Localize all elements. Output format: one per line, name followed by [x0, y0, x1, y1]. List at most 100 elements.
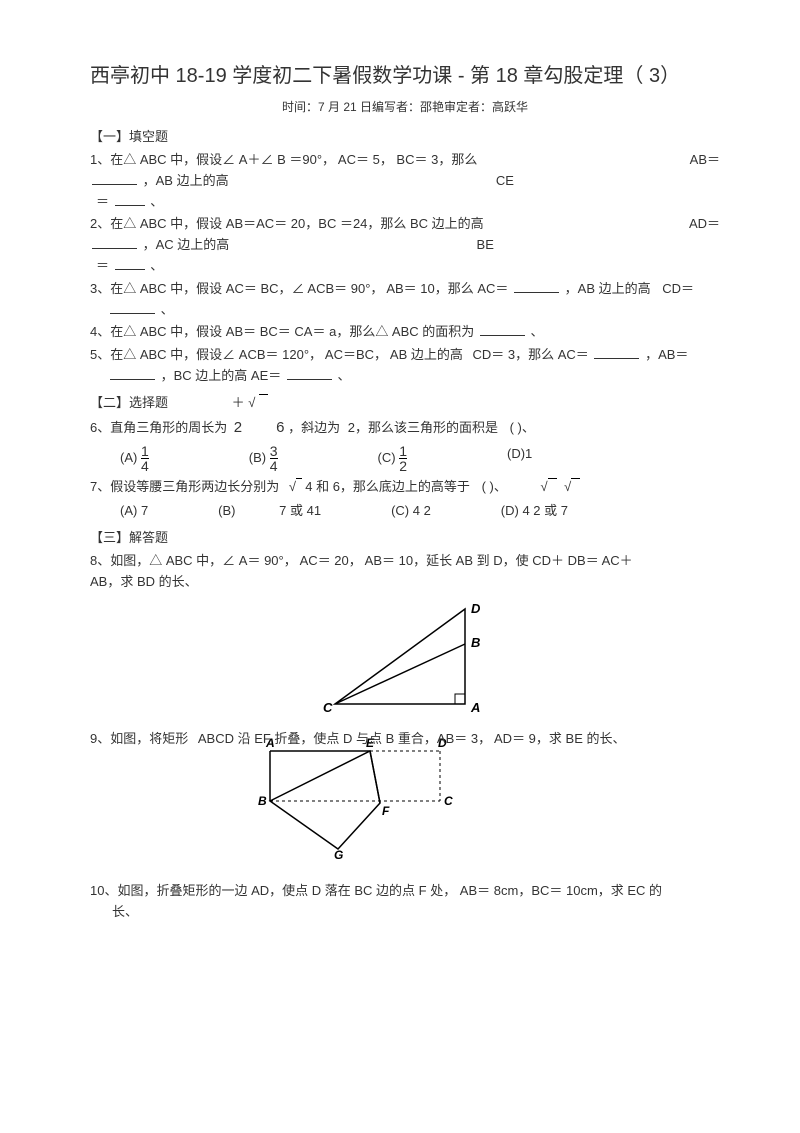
- q5-text-c: ，AB＝: [645, 347, 688, 362]
- q6-opt-b: (B) 34: [249, 444, 278, 473]
- frac-num: 3: [270, 444, 278, 458]
- q6-num-b2: 6: [276, 419, 284, 436]
- blank: [480, 324, 525, 337]
- frac-den: 2: [399, 458, 407, 473]
- q6-opt-d: (D)1: [507, 444, 532, 473]
- q6-text-e: ( )、: [510, 420, 535, 435]
- fig9-label-b: B: [258, 794, 267, 808]
- q1-text-c: ，AB 边上的高: [143, 173, 229, 188]
- q7-opt-a: (A) 7: [120, 501, 148, 522]
- q6-num-b1: 2: [231, 416, 245, 440]
- q1-text-d: CE: [496, 173, 514, 188]
- q7-options: (A) 7 (B) 7 或 41 (C) 4 2 (D) 4 2 或 7: [120, 501, 720, 522]
- opt-label: (B): [218, 503, 235, 518]
- page-title: 西亭初中 18-19 学度初二下暑假数学功课 - 第 18 章勾股定理（ 3）: [90, 60, 720, 92]
- figure-9-fold: A E D B F C G: [240, 731, 470, 861]
- q1-text-b: AB＝: [690, 150, 720, 171]
- frac-num: 1: [141, 444, 149, 458]
- q7-text-b: 4 和 6，那么底边上的高等于: [305, 479, 470, 494]
- blank: [92, 172, 137, 185]
- q9-text-b: ABCD 沿 EF 折叠，使点 D 与点 B 重合，AB＝ 3， AD＝ 9，求…: [198, 731, 626, 746]
- q9-text-a: 9、如图，将矩形: [90, 731, 188, 746]
- q2-text-b: AD＝: [689, 214, 720, 235]
- frac-den: 4: [141, 458, 149, 473]
- q6-text-d: 2，那么该三角形的面积是: [348, 420, 498, 435]
- question-8: 8、如图，△ ABC 中，∠ A＝ 90°， AC＝ 20， AB＝ 10，延长…: [90, 551, 720, 593]
- q6-options: (A) 14 (B) 34 (C) 12 (D)1: [120, 444, 720, 473]
- blank: [115, 257, 145, 270]
- fig8-label-d: D: [471, 601, 481, 616]
- fig8-label-c: C: [323, 700, 333, 715]
- q2-text-e: ＝: [96, 258, 109, 273]
- q5-text-e: 、: [338, 368, 351, 383]
- q6-opt-a: (A) 14: [120, 444, 149, 473]
- q3-text-c: CD＝: [662, 281, 694, 296]
- q2-text-f: 、: [150, 258, 163, 273]
- blank: [110, 301, 155, 314]
- fraction: 14: [141, 444, 149, 473]
- q7-text-a: 7、假设等腰三角形两边长分别为: [90, 479, 279, 494]
- q5-text-a: 5、在△ ABC 中，假设∠ ACB＝ 120°， AC＝BC， AB 边上的高: [90, 347, 463, 362]
- opt-label: (A): [120, 449, 137, 464]
- q2-text-a: 2、在△ ABC 中，假设 AB＝AC＝ 20，BC ＝24，那么 BC 边上的…: [90, 216, 484, 231]
- figure-8-triangle: D B A C: [305, 599, 505, 719]
- q6-text-a: 6、直角三角形的周长为: [90, 420, 227, 435]
- sqrt-overline: [296, 478, 302, 494]
- question-9: 9、如图，将矩形 ABCD 沿 EF 折叠，使点 D 与点 B 重合，AB＝ 3…: [90, 729, 720, 750]
- page-subtitle: 时间：7 月 21 日编写者：邵艳审定者：高跃华: [90, 98, 720, 117]
- q8-text-a: 8、如图，△ ABC 中，∠ A＝ 90°， AC＝ 20， AB＝ 10，延长…: [90, 553, 633, 568]
- question-7: 7、假设等腰三角形两边长分别为 √ 4 和 6，那么底边上的高等于 ( )、 √…: [90, 477, 720, 498]
- blank: [514, 280, 559, 293]
- question-1: 1、在△ ABC 中，假设∠ A＋∠ B ＝90°， AC＝ 5， BC＝ 3，…: [90, 150, 720, 212]
- q1-text-f: 、: [150, 194, 163, 209]
- q10-text-b: 长、: [112, 904, 138, 919]
- section-2-heading: 【二】选择题 ＋ √: [90, 393, 720, 414]
- sqrt-overline: [259, 394, 268, 410]
- section-1-heading: 【一】填空题: [90, 127, 720, 148]
- q7-opt-c: (C) 4 2: [391, 501, 431, 522]
- q3-text-a: 3、在△ ABC 中，假设 AC＝ BC，∠ ACB＝ 90°， AB＝ 10，…: [90, 281, 508, 296]
- blank: [115, 193, 145, 206]
- q3-text-b: ，AB 边上的高: [565, 281, 651, 296]
- fraction: 34: [270, 444, 278, 473]
- inline-symbol: ＋ √: [232, 395, 256, 410]
- opt-value: 7 或 41: [279, 503, 321, 518]
- section-2-label: 【二】选择题: [90, 395, 168, 410]
- question-6: 6、直角三角形的周长为 2 6 ，斜边为 2，那么该三角形的面积是 ( )、: [90, 416, 720, 440]
- q5-text-d: ，BC 边上的高 AE＝: [161, 368, 282, 383]
- opt-value: 1: [525, 446, 532, 461]
- q7-opt-b: (B) 7 或 41: [218, 501, 321, 522]
- q7-opt-d: (D) 4 2 或 7: [501, 501, 568, 522]
- opt-label: (C): [378, 449, 396, 464]
- q2-text-d: BE: [477, 237, 494, 252]
- q4-text-a: 4、在△ ABC 中，假设 AB＝ BC＝ CA＝ a，那么△ ABC 的面积为: [90, 324, 474, 339]
- q6-text-c: ，斜边为: [288, 420, 340, 435]
- question-2: 2、在△ ABC 中，假设 AB＝AC＝ 20，BC ＝24，那么 BC 边上的…: [90, 214, 720, 276]
- q3-text-d: 、: [161, 302, 174, 317]
- blank: [92, 236, 137, 249]
- question-3: 3、在△ ABC 中，假设 AC＝ BC，∠ ACB＝ 90°， AB＝ 10，…: [90, 279, 720, 321]
- q2-text-c: ，AC 边上的高: [143, 237, 230, 252]
- q8-text-b: AB，求 BD 的长、: [90, 574, 198, 589]
- question-5: 5、在△ ABC 中，假设∠ ACB＝ 120°， AC＝BC， AB 边上的高…: [90, 345, 720, 387]
- opt-label: (B): [249, 449, 266, 464]
- blank: [594, 346, 639, 359]
- fig8-label-b: B: [471, 635, 480, 650]
- frac-num: 1: [399, 444, 407, 458]
- q5-text-b: CD＝ 3，那么 AC＝: [473, 347, 589, 362]
- blank: [287, 367, 332, 380]
- frac-den: 4: [270, 458, 278, 473]
- section-3-heading: 【三】解答题: [90, 528, 720, 549]
- fraction: 12: [399, 444, 407, 473]
- question-10: 10、如图，折叠矩形的一边 AD，使点 D 落在 BC 边的点 F 处， AB＝…: [90, 881, 720, 923]
- q4-text-b: 、: [531, 324, 544, 339]
- blank: [110, 367, 155, 380]
- opt-label: (D): [507, 446, 525, 461]
- q1-text-a: 1、在△ ABC 中，假设∠ A＋∠ B ＝90°， AC＝ 5， BC＝ 3，…: [90, 152, 477, 167]
- q1-text-e: ＝: [96, 194, 109, 209]
- fig8-label-a: A: [470, 700, 480, 715]
- fig9-label-f: F: [382, 804, 390, 818]
- question-4: 4、在△ ABC 中，假设 AB＝ BC＝ CA＝ a，那么△ ABC 的面积为…: [90, 322, 720, 343]
- fig9-label-g: G: [334, 848, 343, 861]
- fig9-label-c: C: [444, 794, 453, 808]
